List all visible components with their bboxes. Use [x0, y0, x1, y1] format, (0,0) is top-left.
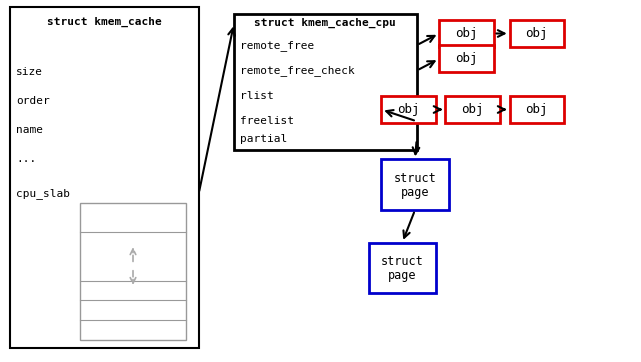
FancyBboxPatch shape — [381, 96, 436, 123]
Text: obj: obj — [397, 103, 420, 116]
Text: page: page — [401, 186, 429, 199]
Text: obj: obj — [526, 103, 548, 116]
Text: remote_free_check: remote_free_check — [240, 65, 355, 76]
Text: size: size — [16, 67, 43, 77]
Text: struct: struct — [381, 255, 424, 268]
FancyBboxPatch shape — [234, 14, 417, 150]
Text: struct kmem_cache_cpu: struct kmem_cache_cpu — [254, 18, 396, 28]
FancyBboxPatch shape — [80, 203, 186, 340]
Text: ...: ... — [16, 154, 37, 164]
FancyBboxPatch shape — [10, 7, 199, 348]
FancyBboxPatch shape — [369, 243, 436, 293]
Text: obj: obj — [455, 27, 478, 40]
Text: freelist: freelist — [240, 116, 294, 126]
Text: cpu_slab: cpu_slab — [16, 188, 70, 199]
FancyBboxPatch shape — [510, 20, 564, 47]
FancyBboxPatch shape — [445, 96, 500, 123]
FancyBboxPatch shape — [510, 96, 564, 123]
Text: struct: struct — [394, 172, 437, 185]
Text: struct kmem_cache: struct kmem_cache — [47, 16, 162, 26]
Text: order: order — [16, 96, 50, 106]
Text: obj: obj — [462, 103, 484, 116]
Text: page: page — [388, 269, 417, 282]
FancyBboxPatch shape — [439, 20, 494, 47]
Text: obj: obj — [455, 52, 478, 65]
Text: partial: partial — [240, 134, 288, 144]
FancyBboxPatch shape — [381, 159, 449, 210]
Text: name: name — [16, 125, 43, 135]
Text: rlist: rlist — [240, 91, 274, 101]
Text: obj: obj — [526, 27, 548, 40]
FancyBboxPatch shape — [439, 45, 494, 72]
Text: remote_free: remote_free — [240, 40, 315, 51]
